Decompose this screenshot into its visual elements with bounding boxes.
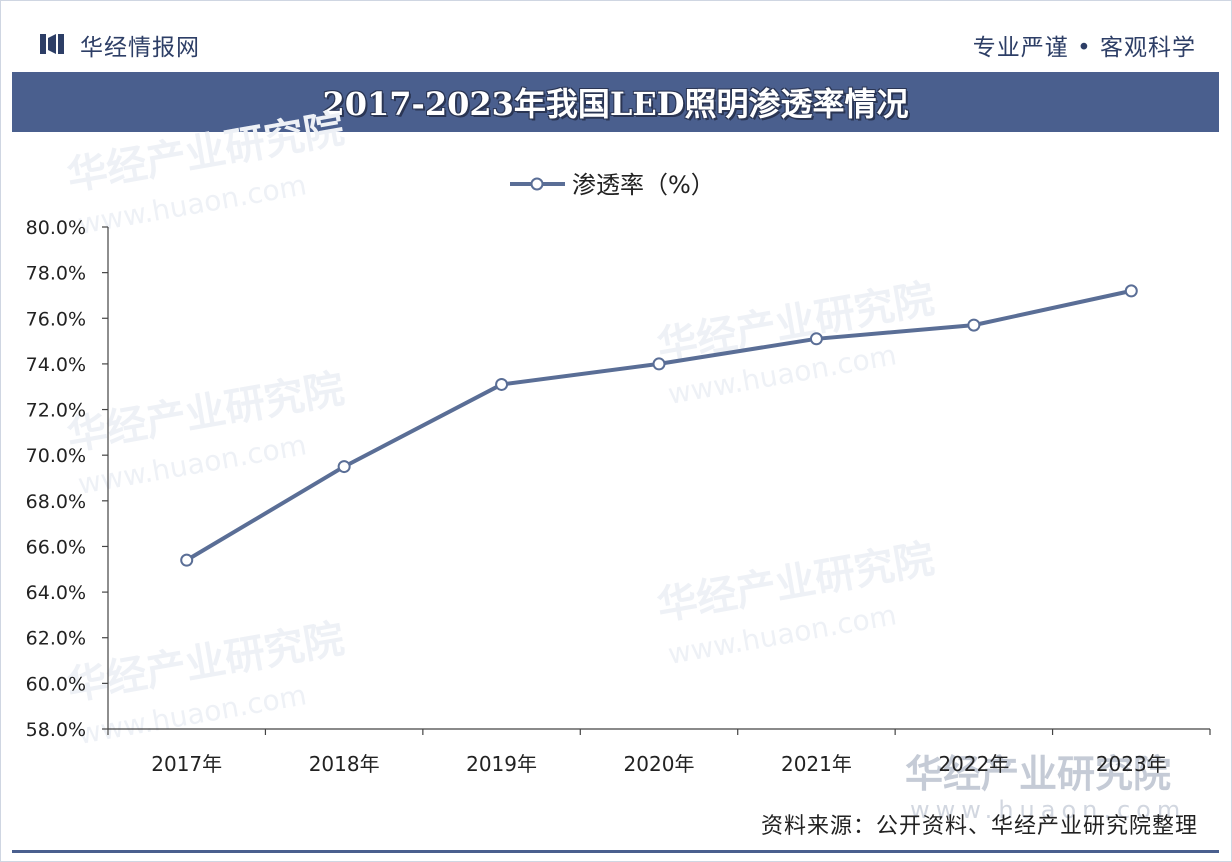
axes: 58.0% 60.0% 62.0% 64.0% 66.0% 68.0% 70.0% 72.0%… <box>26 217 1211 776</box>
watermark-group: 华经产业研究院www.huaon.com华经产业研究院www.huaon.com… <box>64 106 1186 824</box>
x-tick-label: 2022年 <box>938 752 1009 776</box>
chart-title: 2017-2023年我国LED照明渗透率情况 <box>322 85 909 123</box>
y-tick-label: 70.0% <box>26 445 86 467</box>
y-tick-label: 72.0% <box>26 400 86 422</box>
x-tick-label: 2017年 <box>151 752 222 776</box>
series-group <box>180 284 1138 567</box>
y-tick-label: 64.0% <box>26 582 86 604</box>
data-point <box>495 377 509 391</box>
x-tick-label: 2019年 <box>466 752 537 776</box>
header-bar: 华经情报网 专业严谨 • 客观科学 <box>0 0 1232 70</box>
data-point <box>967 318 981 332</box>
data-point <box>180 553 194 567</box>
legend-marker <box>530 177 544 191</box>
y-tick-label: 58.0% <box>26 719 86 741</box>
brand-logo-icon <box>40 34 64 54</box>
y-tick-label: 74.0% <box>26 354 86 376</box>
y-tick-label: 60.0% <box>26 673 86 695</box>
y-tick-label: 80.0% <box>26 217 86 239</box>
bottom-rule <box>12 850 1219 853</box>
watermark-corner-url: www.huaon.com <box>910 796 1186 824</box>
source-note: 资料来源：公开资料、华经产业研究院整理 <box>760 814 1198 839</box>
data-point <box>337 460 351 474</box>
x-tick-label: 2018年 <box>309 752 380 776</box>
x-tick-label: 2020年 <box>624 752 695 776</box>
data-point <box>809 332 823 346</box>
x-tick-label: 2021年 <box>781 752 852 776</box>
y-tick-label: 62.0% <box>26 628 86 650</box>
title-bar: 2017-2023年我国LED照明渗透率情况 <box>12 72 1219 132</box>
y-tick-label: 68.0% <box>26 491 86 513</box>
brand-name: 华经情报网 <box>80 35 200 61</box>
y-tick-label: 76.0% <box>26 308 86 330</box>
y-tick-label: 66.0% <box>26 536 86 558</box>
slogan: 专业严谨 • 客观科学 <box>972 35 1196 61</box>
legend-label: 渗透率（%） <box>572 171 715 199</box>
watermark-corner-name: 华经产业研究院 <box>905 752 1171 796</box>
data-point <box>1124 284 1138 298</box>
legend: 渗透率（%） <box>510 171 715 199</box>
data-point <box>652 357 666 371</box>
y-tick-label: 78.0% <box>26 263 86 285</box>
x-tick-label: 2023年 <box>1096 752 1167 776</box>
